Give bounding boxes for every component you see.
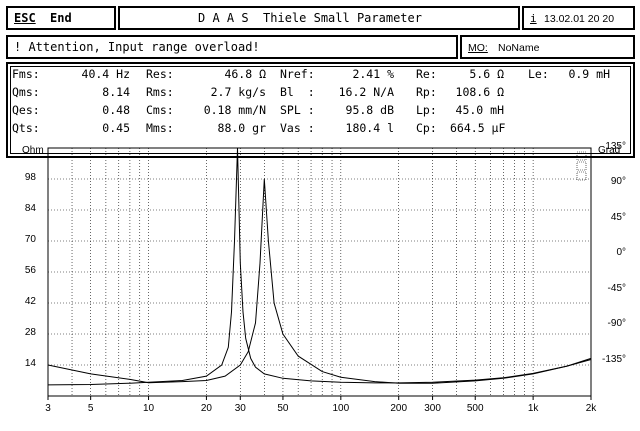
param-value: 0.9 mH — [568, 67, 610, 81]
param-value: 40.4 Hz — [81, 67, 130, 81]
x-tick-label: 100 — [332, 403, 350, 414]
param-label: Vas : — [280, 121, 315, 135]
x-tick-label: 20 — [200, 403, 212, 414]
param-value: 664.5 µF — [450, 121, 506, 135]
datetime-label: 13.02.01 20 20 — [544, 13, 615, 25]
param-label: Fms: — [12, 67, 40, 81]
x-tick-label: 1k — [527, 403, 539, 414]
parameters-panel — [6, 62, 635, 158]
impedance-curve-2 — [47, 178, 592, 384]
info-key: i — [530, 12, 537, 25]
y-left-tick-label: 56 — [24, 265, 36, 276]
param-label: Bl : — [280, 85, 315, 99]
param-value: 2.41 % — [352, 67, 394, 81]
param-label: Le: — [528, 67, 549, 81]
info-box[interactable]: i 13.02.01 20 20 — [522, 6, 635, 30]
x-tick-label: 10 — [142, 403, 155, 414]
right-axis-title: Grad — [598, 145, 621, 156]
param-label: Cms: — [146, 103, 174, 117]
param-label: Qts: — [12, 121, 40, 135]
param-label: Lp: — [416, 103, 437, 117]
param-label: Rms: — [146, 85, 174, 99]
impedance-curve-1 — [47, 147, 592, 386]
y-left-tick-label: 70 — [24, 234, 36, 245]
window-title: D A A S Thiele Small Parameter — [198, 11, 422, 25]
param-value: 0.45 — [102, 121, 130, 135]
param-value: 108.6 Ω — [455, 85, 504, 99]
x-tick-label: 300 — [424, 403, 441, 414]
x-tick-label: 50 — [277, 403, 289, 414]
y-left-tick-label: 84 — [24, 203, 36, 214]
param-label: Rp: — [416, 85, 437, 99]
model-name: NoName — [498, 42, 540, 54]
overload-warning: ! Attention, Input range overload! — [14, 40, 260, 54]
param-value: 88.0 gr — [217, 121, 266, 135]
y-right-tick-label: 135° — [605, 141, 626, 152]
y-right-tick-label: -45° — [607, 282, 626, 294]
plot-frame — [47, 147, 592, 397]
x-tick-label: 5 — [87, 403, 94, 414]
param-value: 0.18 mm/N — [203, 103, 266, 117]
end-label: End — [50, 11, 72, 25]
param-label: Qes: — [12, 103, 40, 117]
message-bar: ! Attention, Input range overload! — [6, 35, 458, 59]
legend-marker — [576, 151, 587, 161]
x-tick-label: 2k — [585, 403, 597, 414]
param-label: SPL : — [280, 103, 315, 117]
left-axis-title: Ohm — [22, 145, 44, 156]
param-value: 2.7 kg/s — [210, 85, 266, 99]
legend-marker — [576, 171, 587, 181]
y-left-tick-label: 28 — [24, 327, 36, 338]
y-left-tick-label: 98 — [24, 172, 36, 183]
param-label: Nref: — [280, 67, 315, 81]
y-right-tick-label: 45° — [610, 211, 626, 223]
param-value: 0.48 — [102, 103, 130, 117]
model-key: MO: — [468, 42, 488, 54]
param-value: 95.8 dB — [345, 103, 394, 117]
parameters-inner-frame — [10, 66, 631, 154]
x-tick-label: 200 — [390, 403, 408, 414]
param-label: Mms: — [146, 121, 174, 135]
param-value: 45.0 mH — [455, 103, 504, 117]
x-tick-label: 3 — [45, 403, 51, 414]
model-box[interactable]: MO: NoName — [460, 35, 635, 59]
y-right-tick-label: -90° — [607, 318, 626, 330]
title-bar: D A A S Thiele Small Parameter — [118, 6, 520, 30]
param-value: 180.4 l — [345, 121, 394, 135]
esc-key-label: ESC — [14, 11, 36, 25]
param-value: 5.6 Ω — [469, 67, 504, 81]
y-right-tick-label: -135° — [601, 353, 626, 365]
y-right-tick-label: 0° — [616, 247, 626, 259]
param-value: 16.2 N/A — [338, 85, 394, 99]
param-label: Cp: — [416, 121, 437, 135]
param-label: Res: — [146, 67, 174, 81]
esc-key-box[interactable]: ESC End — [6, 6, 116, 30]
param-value: 46.8 Ω — [224, 67, 266, 81]
x-tick-label: 500 — [466, 403, 484, 414]
y-right-tick-label: 90° — [610, 176, 626, 188]
param-label: Re: — [416, 67, 437, 81]
param-label: Qms: — [12, 85, 40, 99]
x-tick-label: 30 — [234, 403, 246, 414]
param-value: 8.14 — [102, 85, 130, 99]
legend-marker — [576, 161, 587, 171]
y-left-tick-label: 42 — [24, 296, 36, 307]
y-left-tick-label: 14 — [24, 358, 36, 369]
